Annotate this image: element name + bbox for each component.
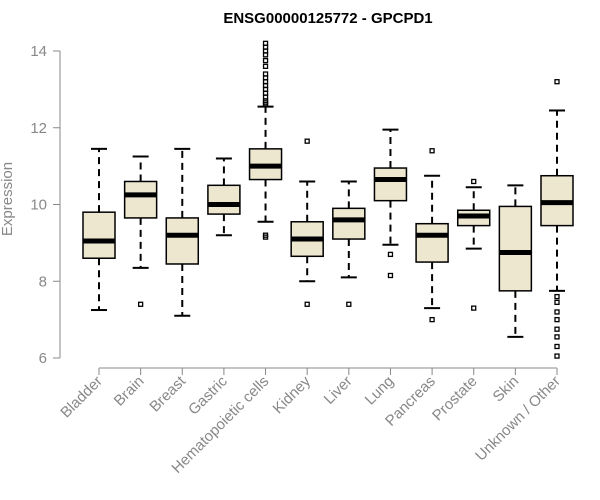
outlier-point — [262, 232, 269, 238]
box-gastric — [207, 157, 241, 237]
box-breast — [165, 147, 200, 317]
y-tick-label: 10 — [30, 197, 47, 214]
outlier-point — [304, 301, 310, 307]
box-lung — [373, 128, 408, 279]
outlier-point — [554, 334, 560, 340]
outlier-point — [262, 71, 269, 77]
x-tick-label: Skin — [490, 373, 523, 406]
box-brain — [123, 155, 158, 307]
box-unknown-other — [540, 79, 574, 359]
box-liver — [332, 180, 366, 307]
box-iqr — [123, 180, 158, 219]
outlier-point — [429, 148, 435, 154]
box-iqr — [165, 217, 200, 265]
box-iqr — [332, 207, 366, 240]
outlier-point — [262, 63, 269, 69]
outlier-point — [554, 343, 560, 350]
y-tick-label: 8 — [39, 273, 47, 290]
box-iqr — [498, 205, 533, 292]
y-tick-label: 12 — [30, 120, 47, 137]
box-pancreas — [415, 148, 449, 323]
outlier-point — [554, 293, 560, 300]
outlier-point — [554, 326, 560, 332]
x-tick-label: Bladder — [57, 373, 106, 422]
outlier-point — [387, 251, 394, 258]
x-tick-label: Prostate — [429, 373, 481, 425]
box-skin — [498, 184, 533, 338]
box-iqr — [82, 211, 116, 259]
outlier-point — [346, 301, 352, 307]
x-tick-label: Breast — [146, 372, 189, 415]
outlier-point — [554, 309, 560, 315]
box-hematopoietic-cells — [248, 40, 283, 240]
chart-title: ENSG00000125772 - GPCPD1 — [223, 10, 432, 27]
x-tick-label: Liver — [321, 373, 356, 408]
outlier-point — [554, 353, 560, 359]
box-prostate — [456, 178, 491, 311]
box-bladder — [82, 147, 116, 312]
outlier-point — [554, 79, 560, 85]
y-tick-label: 14 — [30, 43, 47, 60]
x-tick-label: Lung — [362, 373, 398, 409]
box-kidney — [290, 138, 324, 307]
x-tick-label: Kidney — [270, 372, 315, 417]
outlier-point — [387, 272, 394, 279]
outlier-point — [304, 138, 310, 144]
box-iqr — [415, 222, 449, 263]
outlier-point — [262, 57, 269, 64]
axes: 6 8 10 12 14 — [30, 43, 557, 369]
box-iqr — [373, 167, 408, 202]
outlier-point — [554, 299, 560, 306]
y-tick-label: 6 — [39, 350, 47, 367]
outlier-point — [471, 178, 477, 185]
outlier-point — [554, 316, 560, 323]
outlier-point — [262, 40, 269, 46]
x-tick-label: Brain — [111, 373, 148, 410]
y-axis-label: Expression — [0, 162, 16, 236]
outlier-point — [471, 305, 477, 311]
boxes-group — [82, 40, 574, 359]
box-iqr — [207, 184, 241, 215]
outlier-point — [137, 301, 144, 307]
outlier-point — [429, 316, 435, 323]
